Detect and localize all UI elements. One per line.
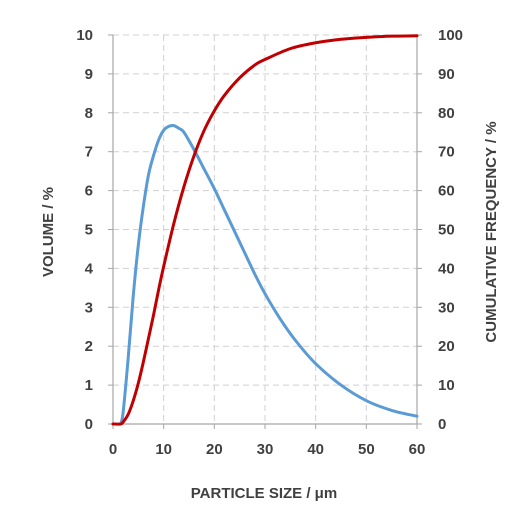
x-tick-label: 0 <box>109 441 117 458</box>
y2-axis-title: CUMULATIVE FREQUENCY / % <box>483 121 500 342</box>
y2-tick-label: 100 <box>438 27 463 44</box>
y-tick-label: 8 <box>85 105 93 122</box>
y2-tick-label: 30 <box>438 299 455 316</box>
y-axis-title: VOLUME / % <box>40 187 57 277</box>
y-tick-label: 3 <box>85 299 93 316</box>
y2-tick-label: 40 <box>438 260 455 277</box>
x-tick-label: 20 <box>206 441 223 458</box>
y-tick-label: 10 <box>76 27 93 44</box>
x-axis-title: PARTICLE SIZE / μm <box>191 485 337 502</box>
y2-tick-label: 10 <box>438 377 455 394</box>
y-tick-label: 5 <box>85 222 93 239</box>
y-tick-label: 7 <box>85 144 93 161</box>
y2-tick-label: 50 <box>438 222 455 239</box>
x-tick-label: 10 <box>155 441 172 458</box>
y2-tick-label: 70 <box>438 144 455 161</box>
y2-tick-label: 20 <box>438 338 455 355</box>
y2-tick-label: 80 <box>438 105 455 122</box>
cumulative-frequency-line <box>111 34 419 426</box>
series-layer <box>111 34 419 426</box>
y-tick-label: 4 <box>85 260 94 277</box>
x-tick-label: 50 <box>358 441 375 458</box>
y2-tick-label: 0 <box>438 416 446 433</box>
x-tick-label: 60 <box>409 441 426 458</box>
y-tick-label: 0 <box>85 416 93 433</box>
y-tick-label: 9 <box>85 66 93 83</box>
y2-tick-label: 90 <box>438 66 455 83</box>
x-tick-label: 40 <box>307 441 324 458</box>
y-tick-label: 6 <box>85 183 93 200</box>
y-tick-label: 1 <box>85 377 93 394</box>
y2-tick-label: 60 <box>438 183 455 200</box>
axis-layer <box>108 34 422 429</box>
grid-layer <box>113 34 418 424</box>
volume-distribution-line <box>119 124 419 426</box>
y-tick-label: 2 <box>85 338 93 355</box>
x-tick-label: 30 <box>257 441 274 458</box>
